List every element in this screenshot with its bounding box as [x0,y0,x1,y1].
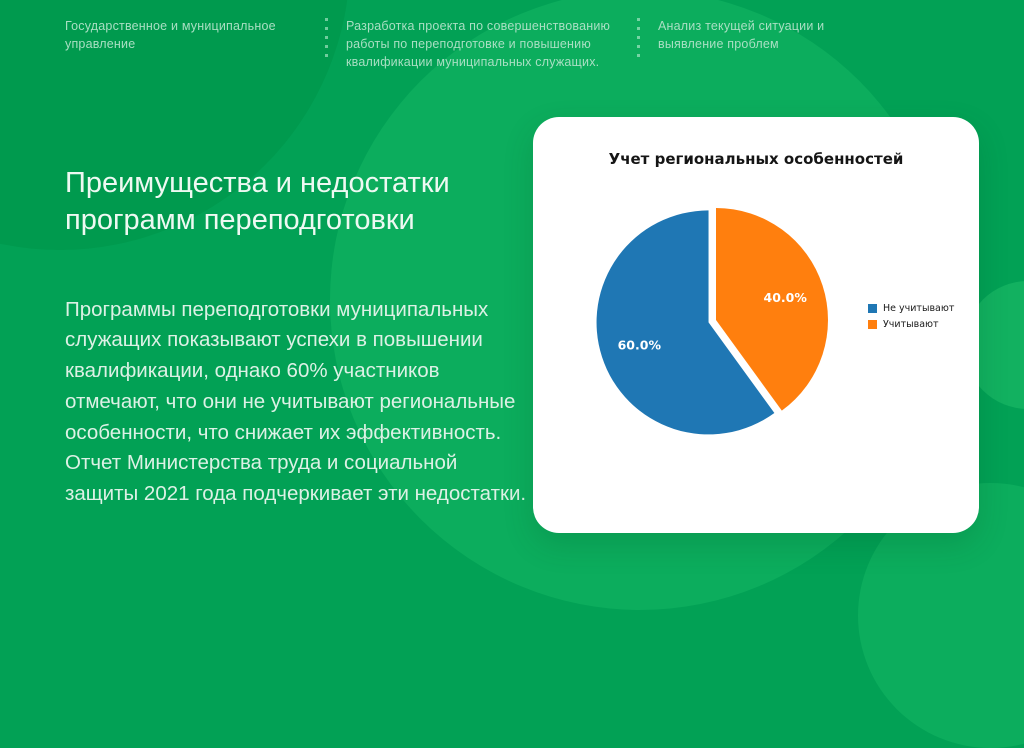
legend-label: Не учитывают [883,303,955,314]
chart-title: Учет региональных особенностей [608,150,904,168]
header-item-project: Разработка проекта по совершенствованию … [346,19,611,70]
legend-label: Учитывают [883,319,939,330]
header-item-course: Государственное и муниципальное управлен… [65,19,276,52]
chart-legend: Не учитывают Учитывают [868,303,954,330]
legend-swatch-icon [868,304,877,313]
legend-row-1: Учитывают [868,319,954,330]
slide-title: Преимущества и недостатки программ переп… [65,167,450,236]
pie-svg: 60.0% 40.0% [596,208,828,435]
legend-row-0: Не учитывают [868,303,954,314]
header-item-section: Анализ текущей ситуации и выявление проб… [658,19,825,52]
header: Государственное и муниципальное управлен… [65,17,893,71]
pie-pct-label-0: 60.0% [618,337,662,352]
pie-slice-1 [716,208,828,411]
slide-paragraph: Программы переподготовки муниципальных с… [65,297,527,506]
chart-card: Учет региональных особенностей 60.0% 40.0… [533,117,979,533]
pie-slice-0 [596,210,775,435]
pie-pct-label-1: 40.0% [764,290,808,305]
dotted-separator [325,18,328,60]
legend-swatch-icon [868,320,877,329]
dotted-separator [637,18,640,60]
